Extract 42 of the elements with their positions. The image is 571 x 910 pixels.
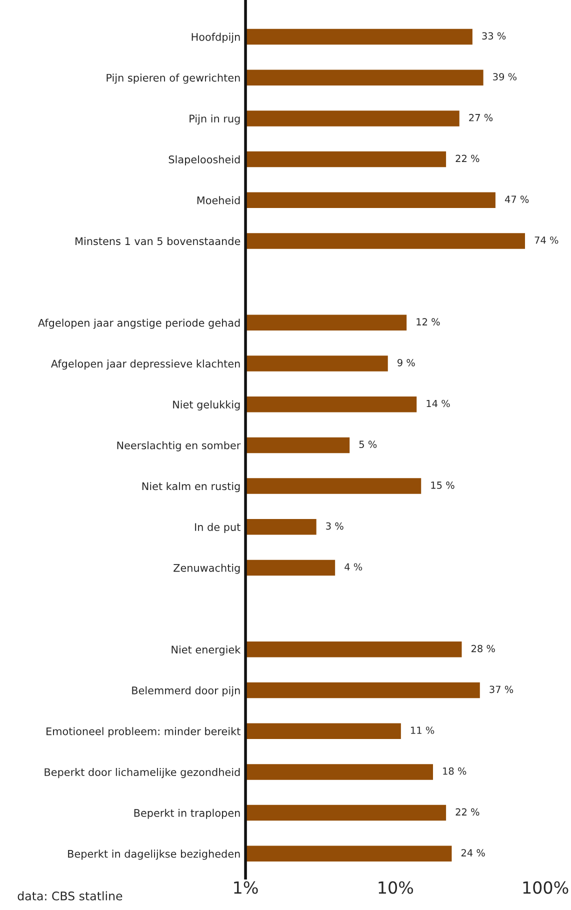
y-tick-label: Hoofdpijn <box>192 32 240 43</box>
data-label: 74 % <box>534 236 558 244</box>
x-tick-label: 1% <box>234 881 258 894</box>
x-tick-label: 10% <box>378 881 414 894</box>
data-label: 9 % <box>398 358 415 366</box>
data-label: 5 % <box>359 440 377 448</box>
y-tick-label: Minstens 1 van 5 bovenstaande <box>76 237 240 246</box>
y-tick-label: Niet kalm en rustig <box>142 482 240 492</box>
data-label: 4 % <box>344 563 362 571</box>
data-label: 28 % <box>471 644 495 652</box>
data-label: 12 % <box>416 318 440 326</box>
y-tick-label: Belemmerd door pijn <box>132 686 240 696</box>
data-label: 11 % <box>411 726 434 734</box>
y-tick-label: Pijn spieren of gewrichten <box>106 74 240 84</box>
y-tick-label: In de put <box>195 522 240 534</box>
data-label: 27 % <box>469 114 493 122</box>
data-label: 3 % <box>326 522 344 530</box>
y-tick-label: Beperkt in dagelijkse bezigheden <box>68 850 240 860</box>
data-label: 22 % <box>456 808 480 816</box>
data-label: 37 % <box>490 686 514 694</box>
y-tick-label: Zenuwachtig <box>174 564 240 574</box>
y-tick-label: Niet energiek <box>172 645 241 656</box>
y-tick-label: Afgelopen jaar depressieve klachten <box>50 360 240 370</box>
y-tick-label: Niet gelukkig <box>173 400 240 410</box>
data-label: 14 % <box>426 400 450 408</box>
y-tick-label: Beperkt in traplopen <box>134 808 240 819</box>
data-label: 33 % <box>482 32 506 40</box>
y-tick-label: Pijn in rug <box>190 114 240 125</box>
y-tick-label: Moeheid <box>197 196 240 204</box>
y-tick-label: Slapeloosheid <box>168 155 240 166</box>
data-label: 24 % <box>461 849 485 856</box>
data-label: 47 % <box>504 196 529 203</box>
text: data: CBS statline <box>18 891 122 900</box>
data-label: 22 % <box>456 154 480 162</box>
y-tick-label: Afgelopen jaar angstige periode gehad <box>38 318 240 329</box>
data-label: 18 % <box>443 767 466 775</box>
y-tick-label: Neerslachtig en somber <box>117 441 241 452</box>
data-label: 39 % <box>493 73 517 80</box>
y-tick-label: Emotioneel probleem: minder bereikt <box>46 727 240 738</box>
x-tick-label: 100% <box>523 881 568 894</box>
data-label: 15 % <box>431 482 454 489</box>
y-tick-label: Beperkt door lichamelijke gezondheid <box>44 768 240 778</box>
